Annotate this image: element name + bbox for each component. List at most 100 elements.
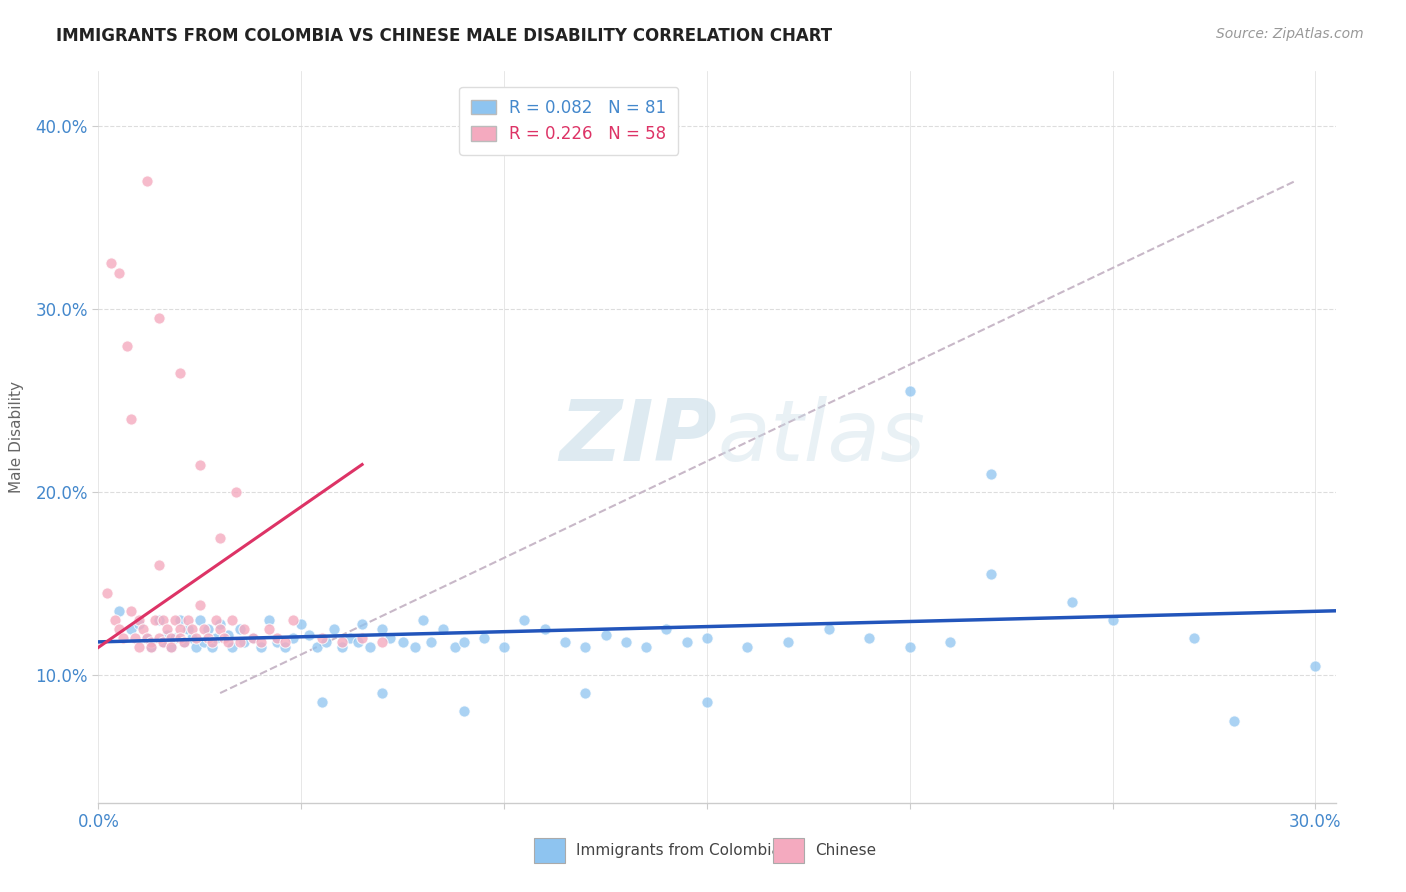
- Point: [494, 640, 516, 655]
- Point: [188, 599, 211, 613]
- Point: [104, 613, 127, 627]
- Point: [404, 640, 426, 655]
- Point: [188, 458, 211, 472]
- Point: [120, 622, 142, 636]
- Point: [513, 613, 536, 627]
- Point: [242, 632, 264, 646]
- Point: [737, 640, 759, 655]
- Point: [148, 632, 170, 646]
- Text: ZIP: ZIP: [560, 395, 717, 479]
- Point: [197, 632, 219, 646]
- Point: [274, 635, 297, 649]
- Point: [156, 622, 179, 636]
- Point: [229, 622, 252, 636]
- Point: [165, 632, 187, 646]
- Point: [217, 627, 239, 641]
- Point: [371, 686, 394, 700]
- Legend: R = 0.082   N = 81, R = 0.226   N = 58: R = 0.082 N = 81, R = 0.226 N = 58: [460, 87, 678, 154]
- Point: [160, 640, 183, 655]
- Point: [420, 635, 443, 649]
- Point: [141, 640, 163, 655]
- FancyBboxPatch shape: [534, 838, 565, 863]
- Point: [160, 640, 183, 655]
- Point: [197, 622, 219, 636]
- Point: [152, 635, 174, 649]
- Point: [614, 635, 637, 649]
- Point: [143, 613, 166, 627]
- Point: [184, 640, 207, 655]
- Point: [148, 311, 170, 326]
- Point: [165, 613, 187, 627]
- Point: [100, 256, 122, 270]
- Point: [696, 632, 718, 646]
- Point: [188, 613, 211, 627]
- Point: [136, 632, 159, 646]
- Point: [339, 632, 361, 646]
- Point: [298, 627, 321, 641]
- Point: [136, 632, 159, 646]
- FancyBboxPatch shape: [773, 838, 804, 863]
- Point: [205, 632, 228, 646]
- Point: [274, 640, 297, 655]
- Point: [371, 622, 394, 636]
- Point: [266, 632, 288, 646]
- Point: [242, 632, 264, 646]
- Point: [249, 635, 271, 649]
- Point: [574, 686, 596, 700]
- Point: [322, 622, 344, 636]
- Point: [311, 632, 333, 646]
- Point: [1223, 714, 1246, 728]
- Point: [453, 635, 475, 649]
- Point: [212, 632, 235, 646]
- Point: [315, 635, 337, 649]
- Point: [221, 613, 243, 627]
- Point: [120, 604, 142, 618]
- Text: atlas: atlas: [717, 395, 925, 479]
- Point: [128, 640, 150, 655]
- Point: [111, 632, 134, 646]
- Point: [817, 622, 839, 636]
- Y-axis label: Male Disability: Male Disability: [10, 381, 24, 493]
- Point: [180, 622, 202, 636]
- Point: [124, 632, 146, 646]
- Point: [371, 635, 394, 649]
- Point: [352, 632, 374, 646]
- Point: [128, 616, 150, 631]
- Point: [307, 640, 329, 655]
- Point: [347, 635, 370, 649]
- Point: [176, 613, 198, 627]
- Point: [136, 174, 159, 188]
- Point: [169, 366, 191, 380]
- Point: [980, 467, 1002, 481]
- Point: [132, 622, 155, 636]
- Point: [1060, 594, 1083, 608]
- Point: [432, 622, 454, 636]
- Point: [152, 613, 174, 627]
- Point: [444, 640, 467, 655]
- Point: [193, 635, 215, 649]
- Point: [115, 338, 138, 352]
- Point: [898, 640, 921, 655]
- Point: [453, 705, 475, 719]
- Point: [391, 635, 413, 649]
- Point: [107, 622, 129, 636]
- Point: [330, 635, 353, 649]
- Point: [554, 635, 576, 649]
- Point: [380, 632, 402, 646]
- Point: [696, 695, 718, 709]
- Point: [858, 632, 880, 646]
- Point: [201, 640, 224, 655]
- Point: [939, 635, 962, 649]
- Point: [128, 613, 150, 627]
- Point: [229, 635, 252, 649]
- Point: [233, 635, 256, 649]
- Point: [233, 622, 256, 636]
- Point: [655, 622, 678, 636]
- Text: IMMIGRANTS FROM COLOMBIA VS CHINESE MALE DISABILITY CORRELATION CHART: IMMIGRANTS FROM COLOMBIA VS CHINESE MALE…: [56, 27, 832, 45]
- Point: [176, 622, 198, 636]
- Point: [209, 616, 232, 631]
- Point: [107, 266, 129, 280]
- Point: [169, 622, 191, 636]
- Point: [173, 635, 195, 649]
- Text: Chinese: Chinese: [815, 844, 876, 858]
